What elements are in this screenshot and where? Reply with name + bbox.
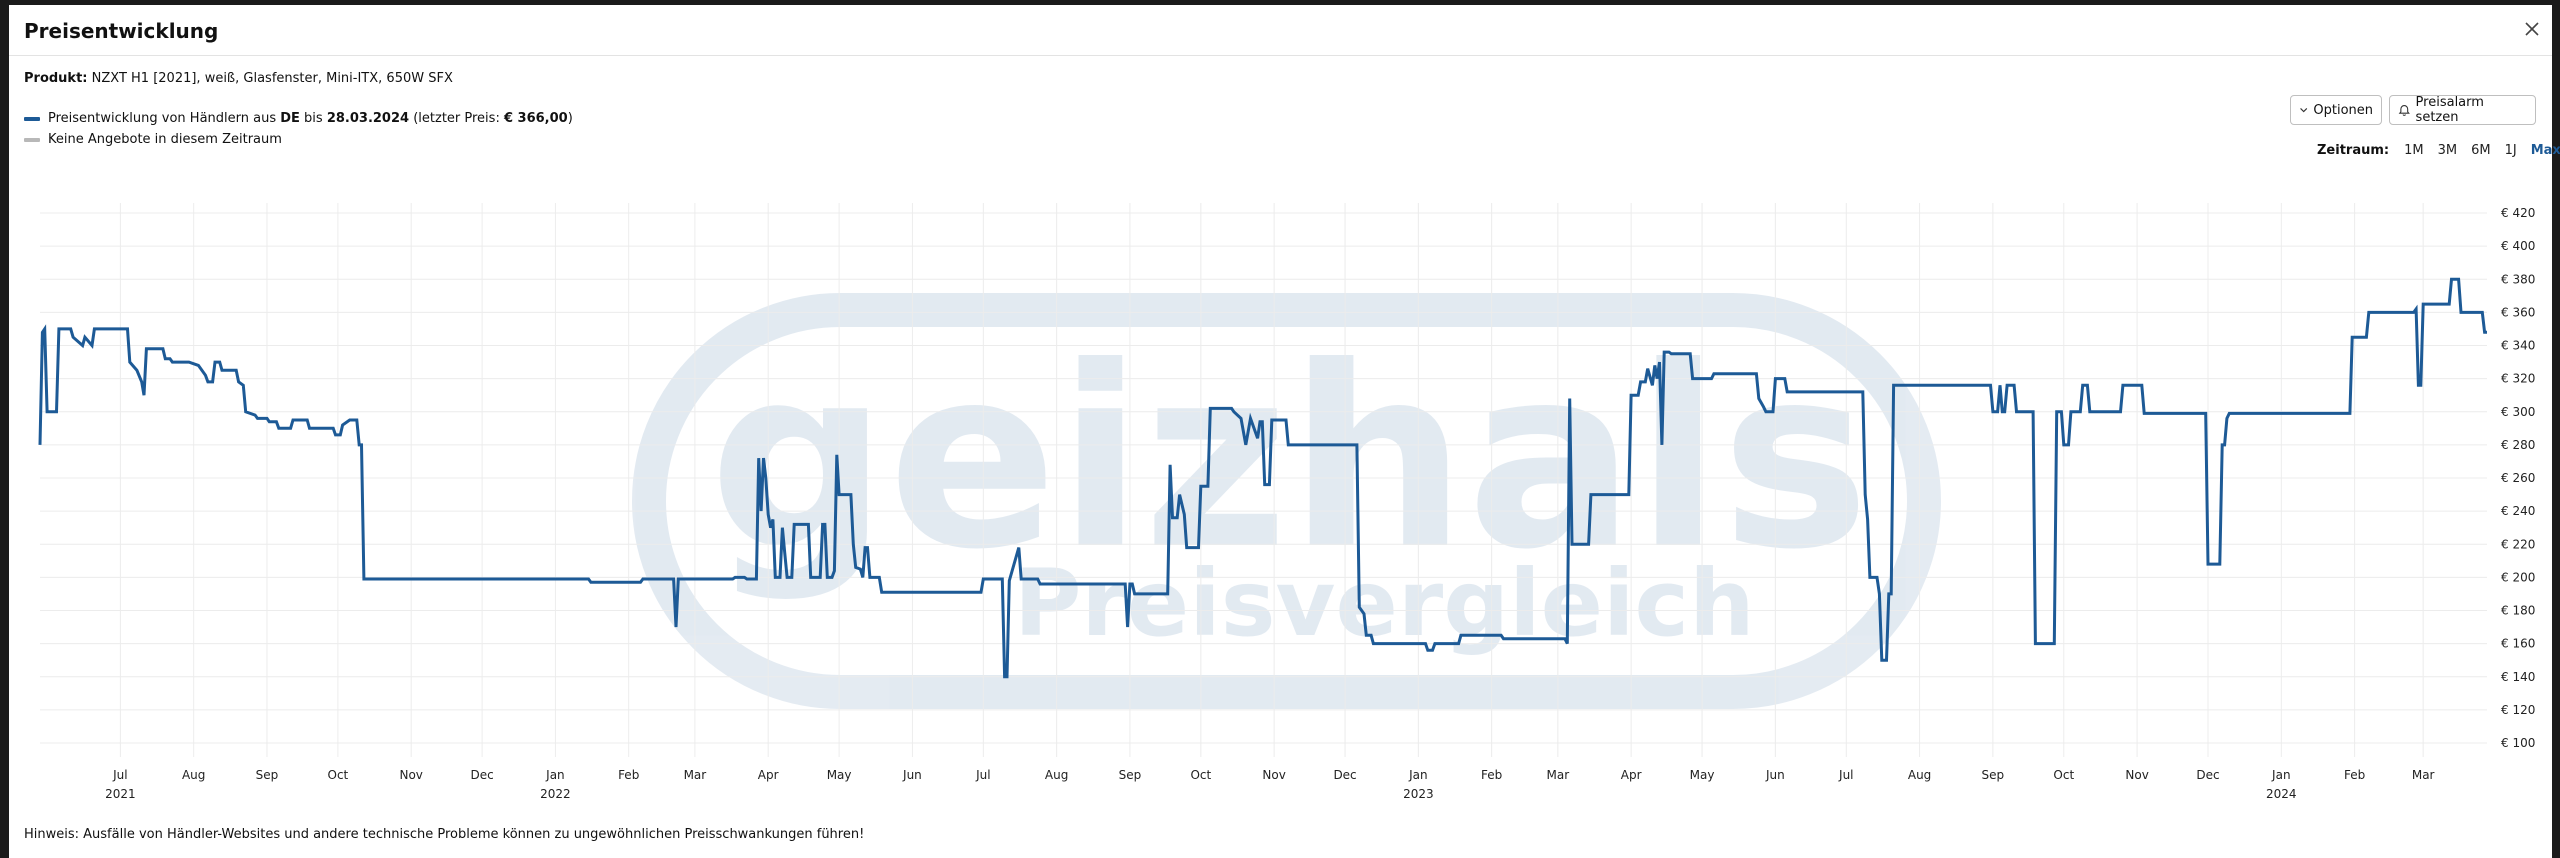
y-tick-label: € 300 xyxy=(2501,405,2535,419)
y-tick-label: € 280 xyxy=(2501,438,2535,452)
x-year-label: 2021 xyxy=(105,787,136,801)
price-history-dialog: Preisentwicklung Produkt: NZXT H1 [2021]… xyxy=(9,5,2560,858)
x-axis: Jul 2021 Aug Sep Oct Nov Dec Jan 2022 Feb Mar Apr Ma… xyxy=(105,768,2434,801)
hint-text: Hinweis: Ausfälle von Händler-Websites u… xyxy=(24,827,865,842)
x-tick-label: Jun xyxy=(1765,768,1785,782)
x-tick-label: Nov xyxy=(2125,768,2148,782)
y-tick-label: € 220 xyxy=(2501,537,2535,551)
window-right-border xyxy=(2552,0,2560,858)
window-top-border xyxy=(0,0,2560,5)
x-tick-label: Jul xyxy=(112,768,127,782)
product-name: NZXT H1 [2021], weiß, Glasfenster, Mini-… xyxy=(91,71,453,86)
price-alarm-label: Preisalarm setzen xyxy=(2415,95,2484,125)
legend-last-prefix: (letzter Preis: xyxy=(409,111,504,126)
options-label: Optionen xyxy=(2313,102,2373,118)
y-tick-label: € 420 xyxy=(2501,206,2535,220)
range-max[interactable]: Max xyxy=(2530,143,2560,158)
bell-icon xyxy=(2398,104,2410,116)
legend-no-offers-text: Keine Angebote in diesem Zeitraum xyxy=(48,132,282,147)
x-tick-label: Feb xyxy=(618,768,639,782)
x-tick-label: Oct xyxy=(2053,768,2074,782)
x-tick-label: Apr xyxy=(758,768,779,782)
y-tick-label: € 140 xyxy=(2501,670,2535,684)
x-tick-label: May xyxy=(1690,768,1715,782)
y-tick-label: € 360 xyxy=(2501,305,2535,319)
x-tick-label: Mar xyxy=(2412,768,2435,782)
price-series-line xyxy=(38,277,2487,679)
chevron-down-icon xyxy=(2300,108,2308,113)
x-tick-label: Jul xyxy=(1838,768,1853,782)
x-year-label: 2024 xyxy=(2266,787,2297,801)
watermark-logo: geizhals Preisvergleich xyxy=(632,293,1941,709)
time-range-label: Zeitraum: xyxy=(2317,143,2390,158)
product-line: Produkt: NZXT H1 [2021], weiß, Glasfenst… xyxy=(24,71,453,86)
x-year-label: 2022 xyxy=(540,787,571,801)
x-tick-label: Dec xyxy=(470,768,493,782)
series-swatch xyxy=(24,116,40,121)
price-alarm-button[interactable]: Preisalarm setzen xyxy=(2389,95,2536,125)
y-tick-label: € 100 xyxy=(2501,736,2535,750)
time-range-selector: Zeitraum: 1M 3M 6M 1J Max xyxy=(2317,143,2560,158)
x-tick-label: Aug xyxy=(182,768,205,782)
legend-series: Preisentwicklung von Händlern aus DE bis… xyxy=(24,111,573,126)
no-offers-swatch xyxy=(24,137,40,142)
x-tick-label: Sep xyxy=(1119,768,1142,782)
x-tick-label: Jan xyxy=(545,768,565,782)
dialog-title: Preisentwicklung xyxy=(24,19,219,43)
x-tick-label: Nov xyxy=(399,768,422,782)
y-tick-label: € 160 xyxy=(2501,637,2535,651)
legend-no-offers: Keine Angebote in diesem Zeitraum xyxy=(24,132,282,147)
y-tick-label: € 240 xyxy=(2501,504,2535,518)
x-tick-label: May xyxy=(827,768,852,782)
x-tick-label: Nov xyxy=(1262,768,1285,782)
x-tick-label: Jan xyxy=(1408,768,1428,782)
range-1m[interactable]: 1M xyxy=(2404,143,2424,158)
y-tick-label: € 400 xyxy=(2501,239,2535,253)
x-tick-label: Oct xyxy=(1190,768,1211,782)
x-tick-label: Jan xyxy=(2271,768,2291,782)
x-tick-label: Dec xyxy=(1333,768,1356,782)
x-tick-label: Sep xyxy=(256,768,279,782)
y-axis: € 100 € 120 € 140 € 160 € 180 € 200 € 220 € 240… xyxy=(2501,206,2535,750)
watermark-brand: geizhals xyxy=(709,313,1870,604)
legend-date: 28.03.2024 xyxy=(326,111,410,126)
options-button[interactable]: Optionen xyxy=(2290,95,2382,125)
y-tick-label: € 380 xyxy=(2501,272,2535,286)
close-icon xyxy=(2525,22,2539,36)
x-tick-label: Sep xyxy=(1982,768,2005,782)
legend-last-price: € 366,00 xyxy=(503,111,568,126)
x-tick-label: Oct xyxy=(328,768,349,782)
legend-mid: bis xyxy=(299,111,327,126)
x-tick-label: Feb xyxy=(2344,768,2365,782)
x-year-label: 2023 xyxy=(1403,787,1434,801)
x-tick-label: Apr xyxy=(1621,768,1642,782)
x-tick-label: Aug xyxy=(1045,768,1068,782)
x-tick-label: Aug xyxy=(1908,768,1931,782)
close-button[interactable] xyxy=(2519,16,2545,42)
y-tick-label: € 200 xyxy=(2501,570,2535,584)
x-tick-label: Dec xyxy=(2196,768,2219,782)
price-chart: geizhals Preisvergleich € 100€ 120€ 140€… xyxy=(38,203,2535,801)
legend-series-prefix: Preisentwicklung von Händlern aus xyxy=(48,111,281,126)
y-tick-label: € 340 xyxy=(2501,339,2535,353)
x-tick-label: Jul xyxy=(975,768,990,782)
y-tick-label: € 260 xyxy=(2501,471,2535,485)
range-3m[interactable]: 3M xyxy=(2437,143,2458,158)
y-tick-label: € 180 xyxy=(2501,604,2535,618)
window-left-border xyxy=(0,0,9,858)
range-1j[interactable]: 1J xyxy=(2504,143,2517,158)
product-label: Produkt: xyxy=(24,71,88,86)
x-tick-label: Jun xyxy=(902,768,922,782)
y-tick-label: € 120 xyxy=(2501,703,2535,717)
x-tick-label: Feb xyxy=(1481,768,1502,782)
legend-country: DE xyxy=(280,111,300,126)
x-tick-label: Mar xyxy=(1547,768,1570,782)
legend-last-suffix: ) xyxy=(567,111,573,126)
chart-grid xyxy=(40,203,2487,757)
dialog-header: Preisentwicklung xyxy=(9,5,2552,56)
x-tick-label: Mar xyxy=(684,768,707,782)
range-6m[interactable]: 6M xyxy=(2471,143,2491,158)
y-tick-label: € 320 xyxy=(2501,372,2535,386)
